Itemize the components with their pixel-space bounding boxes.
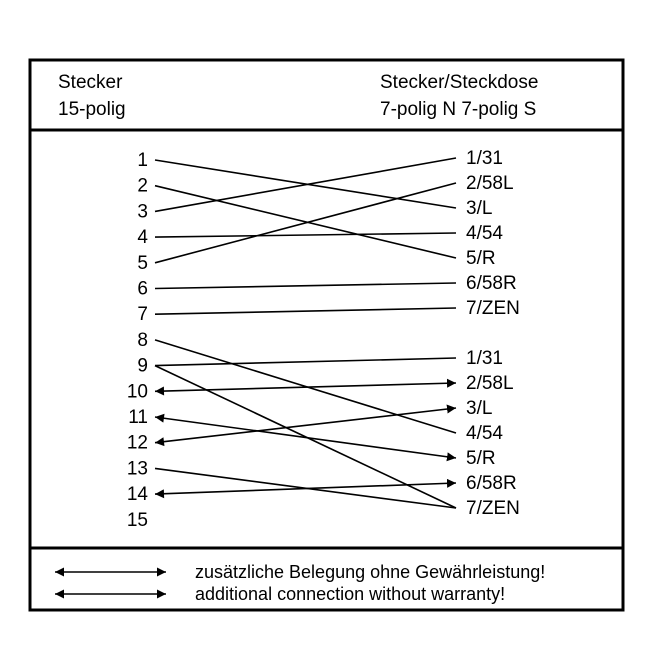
header-right-line2: 7-polig N 7-polig S bbox=[380, 99, 536, 120]
left-pin-9: 9 bbox=[137, 356, 148, 377]
left-pin-12: 12 bbox=[127, 433, 148, 454]
edge-4 bbox=[155, 183, 456, 263]
footer-text-1: zusätzliche Belegung ohne Gewährleistung… bbox=[195, 562, 545, 582]
diagram-canvas: Stecker 15-polig Stecker/Steckdose 7-polig … bbox=[0, 0, 653, 653]
left-pin-15: 15 bbox=[127, 510, 148, 531]
left-pin-13: 13 bbox=[127, 458, 148, 479]
edge-5 bbox=[155, 283, 456, 289]
left-pin-3: 3 bbox=[137, 201, 148, 222]
wiring-diagram-svg: Stecker 15-polig Stecker/Steckdose 7-polig … bbox=[0, 0, 653, 653]
edge-1 bbox=[155, 186, 456, 258]
right-pin-g1-6: 7/ZEN bbox=[466, 498, 520, 519]
outer-frame bbox=[30, 60, 623, 610]
right-pin-g0-1: 2/58L bbox=[466, 173, 514, 194]
right-pin-g0-5: 6/58R bbox=[466, 273, 517, 294]
edge-9 bbox=[155, 358, 456, 366]
right-pin-g1-1: 2/58L bbox=[466, 373, 514, 394]
left-pin-11: 11 bbox=[128, 407, 148, 428]
left-pin-8: 8 bbox=[137, 330, 148, 351]
footer-text-2: additional connection without warranty! bbox=[195, 584, 505, 604]
right-pin-g0-2: 3/L bbox=[466, 198, 492, 219]
right-pin-g0-0: 1/31 bbox=[466, 148, 503, 169]
left-pin-4: 4 bbox=[137, 227, 148, 248]
edge-2 bbox=[155, 158, 456, 211]
left-pin-7: 7 bbox=[137, 304, 148, 325]
left-pin-14: 14 bbox=[127, 484, 149, 505]
right-pin-g0-6: 7/ZEN bbox=[466, 298, 520, 319]
right-pin-g0-3: 4/54 bbox=[466, 223, 503, 244]
right-pin-g1-5: 6/58R bbox=[466, 473, 517, 494]
right-pin-g1-0: 1/31 bbox=[466, 348, 503, 369]
edge-3 bbox=[155, 233, 456, 237]
left-pin-2: 2 bbox=[137, 176, 148, 197]
header-left-line2: 15-polig bbox=[58, 99, 126, 120]
left-pin-5: 5 bbox=[137, 253, 148, 274]
right-pin-g1-3: 4/54 bbox=[466, 423, 503, 444]
edge-6 bbox=[155, 308, 456, 314]
right-pin-g1-4: 5/R bbox=[466, 448, 496, 469]
header-right-line1: Stecker/Steckdose bbox=[380, 72, 538, 93]
edge-14 bbox=[155, 483, 456, 494]
header-left-line1: Stecker bbox=[58, 72, 123, 93]
left-pin-6: 6 bbox=[137, 279, 148, 300]
left-pin-10: 10 bbox=[127, 381, 148, 402]
right-pin-g1-2: 3/L bbox=[466, 398, 492, 419]
left-pin-1: 1 bbox=[137, 150, 148, 171]
right-pin-g0-4: 5/R bbox=[466, 248, 496, 269]
